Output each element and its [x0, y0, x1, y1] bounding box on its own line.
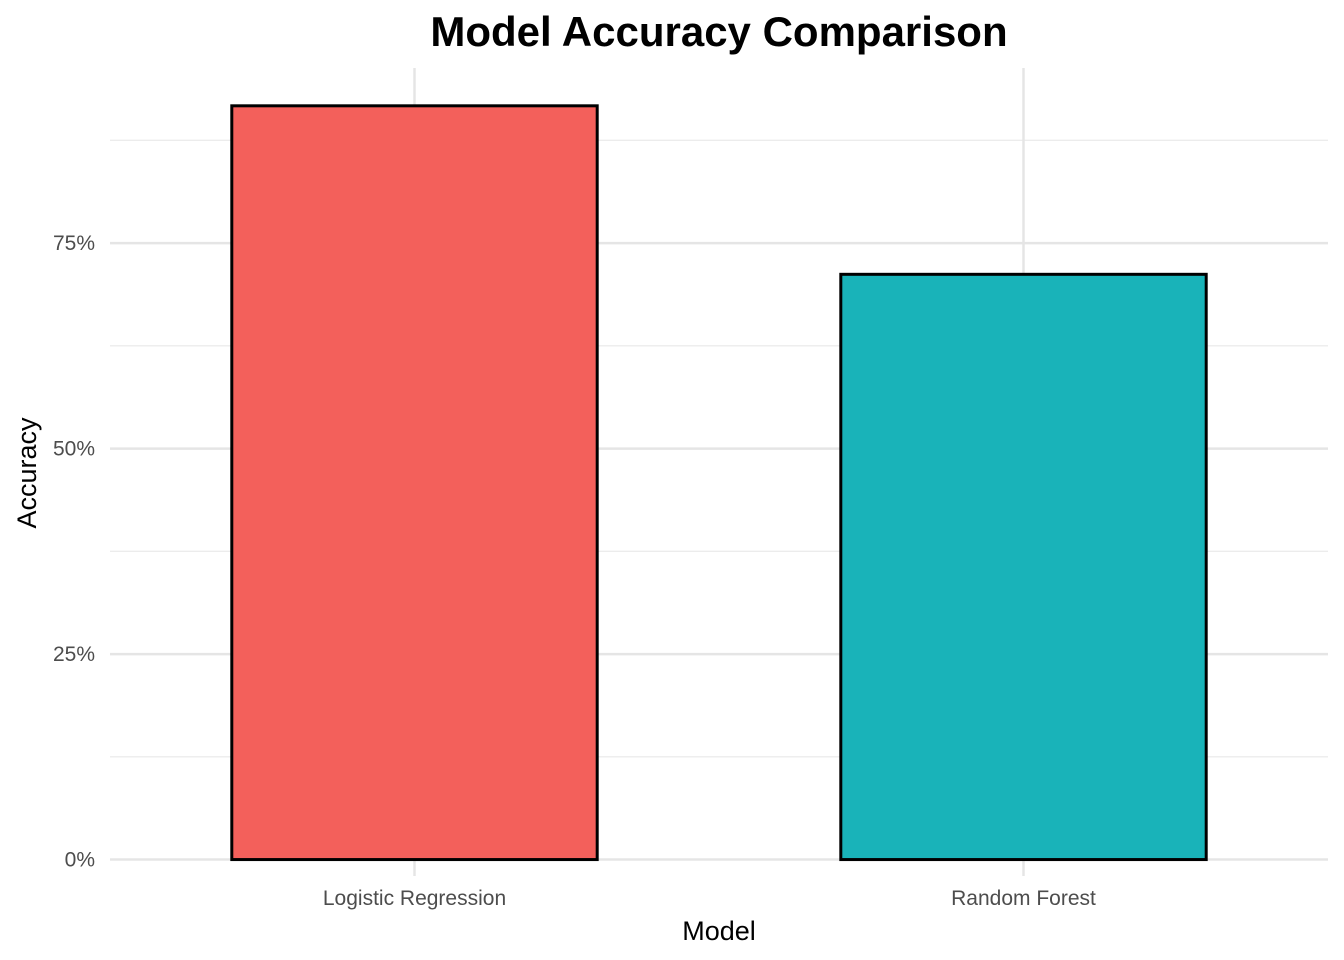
x-tick-label: Random Forest: [951, 887, 1096, 910]
y-tick-label: 25%: [53, 643, 95, 666]
y-tick-label: 50%: [53, 438, 95, 461]
y-axis-tick-labels: 0% 25% 50% 75%: [53, 232, 95, 871]
chart-title: Model Accuracy Comparison: [430, 8, 1007, 55]
bar-random-forest: [839, 272, 1208, 862]
y-tick-label: 0%: [65, 849, 95, 872]
bars: [230, 104, 1208, 862]
y-axis-title: Accuracy: [12, 417, 42, 529]
bar-logistic-regression: [230, 104, 599, 862]
x-tick-label: Logistic Regression: [323, 887, 506, 910]
x-axis-title: Model: [682, 916, 756, 946]
y-tick-label: 75%: [53, 232, 95, 255]
x-axis-tick-labels: Logistic Regression Random Forest: [323, 887, 1096, 910]
